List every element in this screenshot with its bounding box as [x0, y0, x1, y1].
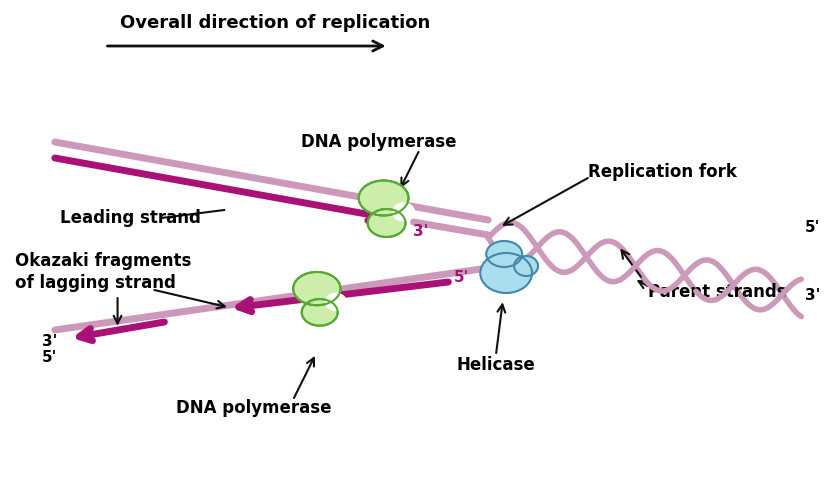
Ellipse shape	[480, 253, 532, 293]
Ellipse shape	[325, 294, 346, 311]
Text: 5': 5'	[805, 220, 820, 235]
Ellipse shape	[359, 180, 408, 215]
Ellipse shape	[368, 209, 406, 237]
Ellipse shape	[514, 256, 538, 276]
Text: DNA polymerase: DNA polymerase	[301, 133, 456, 151]
Ellipse shape	[293, 272, 341, 305]
Text: DNA polymerase: DNA polymerase	[177, 399, 332, 417]
Text: 5': 5'	[42, 351, 57, 366]
Text: Okazaki fragments
of lagging strand: Okazaki fragments of lagging strand	[15, 252, 191, 292]
Text: Parent strands: Parent strands	[648, 283, 786, 301]
Text: 3': 3'	[805, 288, 820, 303]
Text: 3': 3'	[413, 224, 429, 239]
Ellipse shape	[302, 299, 337, 326]
Ellipse shape	[393, 203, 414, 221]
Text: Overall direction of replication: Overall direction of replication	[120, 14, 430, 32]
Ellipse shape	[486, 241, 522, 267]
Text: Replication fork: Replication fork	[588, 163, 737, 181]
Text: 5': 5'	[454, 270, 469, 285]
Text: 3': 3'	[42, 335, 57, 350]
Text: Leading strand: Leading strand	[59, 209, 200, 227]
Text: Helicase: Helicase	[457, 356, 535, 374]
